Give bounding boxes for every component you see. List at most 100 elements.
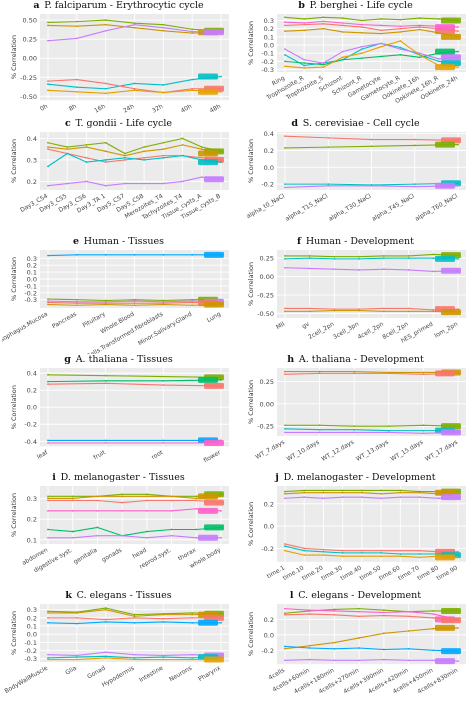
data-point (303, 64, 306, 67)
data-point (66, 182, 69, 185)
data-point (162, 141, 165, 144)
data-point (284, 16, 286, 19)
data-point (360, 52, 363, 55)
data-point (104, 374, 107, 377)
data-point (85, 161, 88, 163)
data-point (284, 30, 286, 33)
data-point (407, 615, 410, 618)
panel-title-f: f Human - Development (239, 236, 472, 247)
data-point (104, 618, 107, 621)
data-point (85, 146, 88, 148)
data-point (327, 146, 330, 149)
data-point (399, 549, 402, 552)
data-point (104, 621, 107, 623)
data-point (387, 425, 390, 428)
data-point (133, 613, 136, 616)
data-point (162, 621, 165, 623)
series-line (285, 310, 459, 313)
data-point (418, 553, 421, 555)
data-point (284, 21, 286, 24)
data-point (308, 613, 311, 615)
data-point (75, 304, 78, 307)
data-point (75, 622, 78, 625)
y-tick-label: -0.3 (261, 66, 274, 74)
series-line (48, 493, 222, 497)
data-point (104, 651, 107, 654)
y-tick-label: 0.0 (27, 404, 37, 412)
data-point (104, 657, 107, 659)
data-point (123, 156, 126, 159)
data-point (133, 653, 136, 656)
x-tick-label: Intestine (138, 665, 165, 684)
data-point (380, 45, 383, 48)
data-point (200, 148, 203, 151)
data-point (191, 612, 194, 614)
data-point (360, 45, 363, 48)
data-point (162, 442, 165, 444)
data-point (360, 555, 363, 558)
y-tick-label: -0.2 (24, 421, 37, 429)
data-point (143, 150, 146, 153)
x-tick-label: 16h (93, 103, 107, 115)
y-tick-label: -0.2 (24, 289, 37, 297)
series-end-tag (198, 73, 218, 80)
data-point (143, 156, 146, 159)
chart-d: 0.4 0.2 0.0 -0.2 alpha_t0_NaClalpha_T15_NaCl… (245, 130, 466, 223)
data-point (284, 490, 286, 493)
x-tick-label: alpha_T30_NaCl (327, 193, 372, 223)
series-line (284, 40, 459, 69)
data-point (284, 645, 286, 648)
data-point (47, 146, 49, 148)
data-point (457, 184, 459, 187)
data-point (143, 146, 146, 148)
y-axis-label: % Correlation (10, 35, 18, 79)
data-point (303, 554, 306, 557)
data-point (457, 50, 459, 53)
series-end-tag (198, 493, 218, 500)
data-point (284, 48, 286, 51)
y-axis-label: % Correlation (10, 139, 18, 183)
series-line (285, 253, 459, 258)
series-line (284, 489, 458, 493)
data-point (284, 659, 286, 662)
data-point (418, 549, 421, 552)
data-point (75, 90, 78, 93)
x-tick-label: 4cells (268, 667, 286, 682)
data-point (341, 24, 344, 27)
chart-k: 0.30.20.10.0-0.1-0.2-0.3 BodyWallMuscle Gl… (4, 604, 229, 695)
panel-title-l: l C. elegans - Development (239, 590, 472, 601)
panel-letter: a (33, 0, 40, 11)
data-point (322, 491, 325, 494)
data-point (104, 382, 107, 385)
data-point (380, 18, 383, 20)
data-point (191, 658, 194, 661)
data-point (75, 656, 78, 658)
data-point (432, 253, 435, 256)
data-point (96, 499, 99, 502)
data-point (284, 65, 286, 68)
data-point (143, 182, 146, 185)
series-end-tag (435, 24, 455, 31)
data-point (418, 496, 421, 499)
data-point (399, 48, 402, 51)
y-tick-label: 0.25 (260, 255, 274, 263)
y-tick-label: -0.1 (24, 282, 37, 290)
data-point (418, 556, 421, 559)
data-point (382, 310, 385, 313)
y-tick-label: 0.2 (264, 147, 274, 155)
data-point (133, 304, 136, 307)
x-tick-label: 3cell_3pn (332, 321, 360, 341)
data-point (96, 495, 99, 498)
data-point (75, 612, 78, 614)
panel-title-b: b P. berghei - Life cycle (239, 0, 472, 11)
data-point (75, 20, 78, 23)
data-point (341, 491, 344, 494)
data-point (318, 428, 321, 431)
data-point (191, 78, 194, 81)
y-axis-label: % Correlation (247, 380, 255, 424)
series-end-tag (204, 499, 224, 506)
data-point (322, 20, 325, 23)
data-point (422, 371, 425, 374)
data-point (418, 491, 421, 494)
